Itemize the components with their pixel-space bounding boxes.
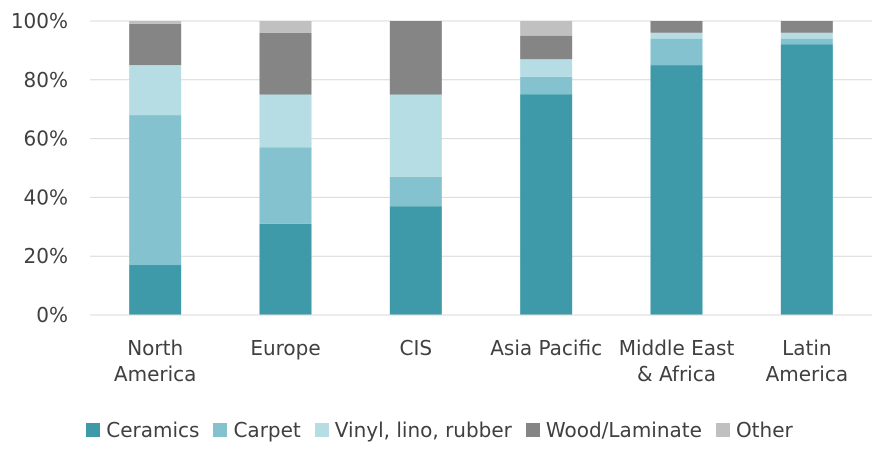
y-tick-label: 0%	[36, 303, 68, 327]
bar-segment-carpet	[259, 147, 312, 224]
legend-item: Vinyl, lino, rubber	[314, 418, 512, 442]
bar-segment-vinyl-lino-rubber	[650, 32, 703, 39]
bar-segment-ceramics	[520, 94, 573, 315]
chart-legend: Ceramics Carpet Vinyl, lino, rubber Wood/La…	[0, 418, 879, 442]
legend-label: Vinyl, lino, rubber	[334, 418, 512, 442]
bar-segment-vinyl-lino-rubber	[520, 59, 573, 77]
bar-segment-vinyl-lino-rubber	[129, 65, 182, 116]
legend-swatch	[715, 423, 730, 437]
legend-swatch	[314, 423, 329, 437]
bar-segment-vinyl-lino-rubber	[259, 94, 312, 148]
bar-segment-ceramics	[780, 44, 833, 316]
legend-swatch	[525, 423, 540, 437]
x-tick-label: North America	[114, 336, 197, 386]
y-tick-label: 20%	[24, 244, 68, 268]
x-tick-label: Europe	[250, 336, 320, 360]
bar-segment-wood-laminate	[259, 32, 312, 95]
x-tick-label: Latin America	[766, 336, 849, 386]
bar-segment-carpet	[389, 176, 442, 207]
bar-segment-carpet	[780, 38, 833, 45]
bar-segment-vinyl-lino-rubber	[780, 32, 833, 39]
y-tick-label: 40%	[24, 185, 68, 209]
bar-segment-carpet	[129, 115, 182, 266]
x-tick-label-line: North	[127, 336, 183, 360]
bar-segment-wood-laminate	[650, 21, 703, 33]
legend-item: Ceramics	[86, 418, 199, 442]
y-tick-label: 80%	[24, 68, 68, 92]
bar-segment-ceramics	[259, 223, 312, 315]
x-tick-label: CIS	[400, 336, 433, 360]
bar-segment-carpet	[520, 76, 573, 95]
bar-segment-ceramics	[389, 206, 442, 315]
legend-label: Ceramics	[106, 418, 200, 442]
x-tick-label: Asia Pacific	[490, 336, 602, 360]
bar-segment-other	[129, 21, 182, 24]
x-tick-label-line: & Africa	[637, 362, 716, 386]
x-tick-label-line: America	[766, 362, 849, 386]
bar-segment-wood-laminate	[520, 35, 573, 60]
bar-segment-carpet	[650, 38, 703, 66]
x-tick-label-line: Middle East	[619, 336, 735, 360]
x-tick-label-line: CIS	[400, 336, 433, 360]
legend-label: Other	[735, 418, 793, 442]
x-tick-label-line: Latin	[782, 336, 831, 360]
legend-item: Carpet	[213, 418, 301, 442]
bar-segment-ceramics	[129, 265, 182, 315]
bar-segment-ceramics	[650, 65, 703, 315]
y-tick-label: 60%	[24, 127, 68, 151]
legend-label: Carpet	[233, 418, 301, 442]
bar-segment-other	[520, 21, 573, 36]
legend-swatch	[213, 423, 228, 437]
x-tick-label-line: Asia Pacific	[490, 336, 602, 360]
legend-item: Wood/Laminate	[525, 418, 702, 442]
x-tick-label-line: America	[114, 362, 197, 386]
legend-swatch	[86, 423, 101, 437]
x-tick-label: Middle East & Africa	[619, 336, 735, 386]
legend-item: Other	[715, 418, 793, 442]
legend-label: Wood/Laminate	[545, 418, 702, 442]
bar-segment-other	[259, 21, 312, 33]
bar-segment-wood-laminate	[780, 21, 833, 33]
bar-segment-vinyl-lino-rubber	[389, 94, 442, 177]
x-tick-label-line: Europe	[250, 336, 320, 360]
y-tick-label: 100%	[11, 9, 68, 33]
bar-segment-wood-laminate	[129, 23, 182, 66]
bar-segment-wood-laminate	[389, 21, 442, 95]
